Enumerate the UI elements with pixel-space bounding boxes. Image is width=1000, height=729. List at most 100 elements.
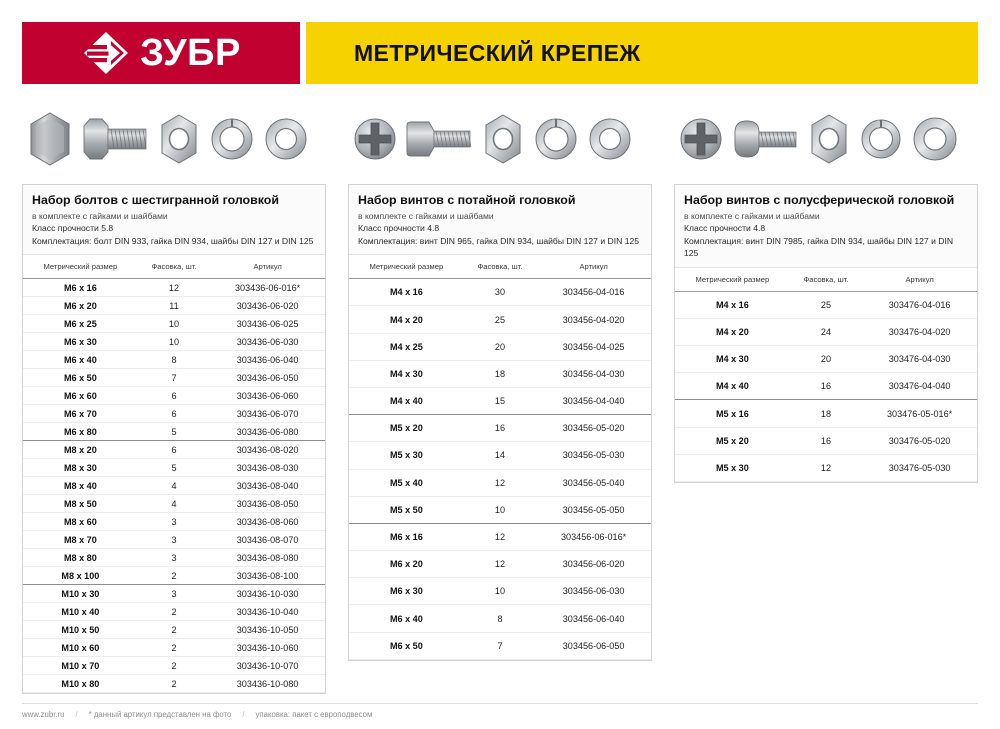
cell-article: 303436-06-016* [210,278,325,298]
cell-metric-size: M5 x 30 [675,454,790,483]
flat-washer-icon [586,110,634,168]
cell-article: 303476-05-030 [862,454,977,483]
table-header-row: Метрический размер Фасовка, шт. Артикул [23,255,325,280]
card-header: Набор винтов с потайной головкой в компл… [349,185,651,256]
footnote-packaging: упаковка: пакет с европодвесом [255,710,373,719]
phillips-head-top-view-icon [352,110,398,168]
hex-nut-icon [806,110,852,168]
cell-metric-size: M8 x 100 [23,566,138,586]
cell-quantity: 6 [137,440,211,460]
cell-metric-size: M6 x 30 [23,332,138,352]
spec-table-body: M4 x 16 25 303476-04-016 M4 x 20 24 303476-04… [675,291,977,483]
cell-quantity: 2 [137,656,211,676]
cell-metric-size: M6 x 60 [23,386,138,406]
table-row: M4 x 40 15 303456-04-040 [349,387,651,416]
cell-quantity: 20 [789,345,863,374]
cell-article: 303456-04-020 [536,305,651,334]
cell-metric-size: M8 x 50 [23,494,138,514]
cell-article: 303456-06-016* [536,523,651,552]
cell-quantity: 8 [463,604,537,633]
cell-article: 303436-10-080 [210,674,325,694]
product-photo-pan-head-screws [674,102,978,176]
cell-quantity: 10 [137,332,211,352]
product-subtitle: в комплекте с гайками и шайбами [358,210,494,221]
cell-metric-size: M4 x 20 [349,305,464,334]
column-header-qty: Фасовка, шт. [789,267,863,292]
cell-quantity: 2 [137,674,211,694]
cell-quantity: 6 [137,404,211,424]
cell-metric-size: M5 x 20 [349,414,464,443]
table-row: M10 x 50 2 303436-10-050 [23,620,325,640]
cell-metric-size: M8 x 40 [23,476,138,496]
cell-metric-size: M8 x 60 [23,512,138,532]
contents-line: Комплектация: винт DIN 965, гайка DIN 93… [358,235,640,246]
cell-metric-size: M6 x 25 [23,314,138,334]
table-row: M4 x 16 30 303456-04-016 [349,278,651,307]
column-header-article: Артикул [536,255,651,280]
cell-quantity: 12 [789,454,863,483]
table-row: M4 x 20 25 303456-04-020 [349,305,651,334]
cell-quantity: 12 [463,523,537,552]
cell-quantity: 15 [463,387,537,416]
cell-article: 303436-08-100 [210,566,325,586]
spec-table-body: M6 x 16 12 303436-06-016* M6 x 20 11 303436-0… [23,278,325,694]
cell-article: 303476-05-016* [862,399,977,428]
cell-metric-size: M4 x 30 [675,345,790,374]
cell-quantity: 4 [137,494,211,514]
cell-article: 303436-06-040 [210,350,325,370]
table-row: M8 x 30 5 303436-08-030 [23,458,325,478]
footer-separator: / [242,710,245,719]
phillips-head-top-view-icon [678,110,724,168]
table-row: M8 x 70 3 303436-08-070 [23,530,325,550]
table-header-row: Метрический размер Фасовка, шт. Артикул [675,267,977,292]
page-footer: www.zubr.ru / * данный артикул представл… [22,703,978,719]
spring-washer-icon [858,110,904,168]
cell-quantity: 6 [137,386,211,406]
cell-quantity: 5 [137,458,211,478]
cell-article: 303456-04-040 [536,387,651,416]
card-header: Набор болтов с шестигранной головкой в к… [23,185,325,256]
table-row: M5 x 40 12 303456-05-040 [349,469,651,497]
product-column-countersunk-screws: Набор винтов с потайной головкой в компл… [348,102,652,661]
cell-article: 303436-10-040 [210,602,325,622]
page-title: МЕТРИЧЕСКИЙ КРЕПЕЖ [354,39,641,66]
cell-quantity: 16 [463,414,537,443]
product-card-hex-bolts: Набор болтов с шестигранной головкой в к… [22,184,326,695]
table-row: M5 x 20 16 303476-05-020 [675,427,977,455]
cell-metric-size: M5 x 20 [675,427,790,455]
page-banner: МЕТРИЧЕСКИЙ КРЕПЕЖ [306,22,978,84]
cell-article: 303436-08-070 [210,530,325,550]
cell-metric-size: M8 x 20 [23,440,138,460]
website-link[interactable]: www.zubr.ru [22,710,65,719]
cell-quantity: 10 [463,577,537,606]
table-row: M6 x 40 8 303456-06-040 [349,604,651,633]
cell-metric-size: M4 x 25 [349,333,464,361]
column-header-size: Метрический размер [23,255,138,280]
spring-washer-icon [208,110,256,168]
cell-metric-size: M10 x 50 [23,620,138,640]
table-row: M6 x 40 8 303436-06-040 [23,350,325,370]
product-card-countersunk-screws: Набор винтов с потайной головкой в компл… [348,184,652,661]
column-header-size: Метрический размер [675,267,790,292]
product-columns: Набор болтов с шестигранной головкой в к… [22,102,978,695]
cell-quantity: 16 [789,372,863,401]
table-row: M6 x 16 12 303456-06-016* [349,523,651,552]
product-title: Набор винтов с полусферической головкой [684,193,955,207]
table-row: M8 x 80 3 303436-08-080 [23,548,325,568]
cell-metric-size: M8 x 80 [23,548,138,568]
cell-quantity: 2 [137,620,211,640]
cell-metric-size: M5 x 30 [349,441,464,470]
cell-quantity: 11 [137,296,211,316]
flat-washer-icon [262,110,310,168]
cell-quantity: 14 [463,441,537,470]
cell-metric-size: M5 x 50 [349,496,464,524]
table-row: M6 x 60 6 303436-06-060 [23,386,325,406]
table-row: M5 x 30 14 303456-05-030 [349,441,651,470]
cell-article: 303456-05-040 [536,469,651,497]
product-column-pan-head-screws: Набор винтов с полусферической головкой … [674,102,978,483]
cell-quantity: 18 [463,360,537,388]
cell-quantity: 10 [463,496,537,524]
cell-article: 303456-06-050 [536,632,651,660]
cell-article: 303476-04-016 [862,291,977,319]
cell-quantity: 12 [463,469,537,497]
